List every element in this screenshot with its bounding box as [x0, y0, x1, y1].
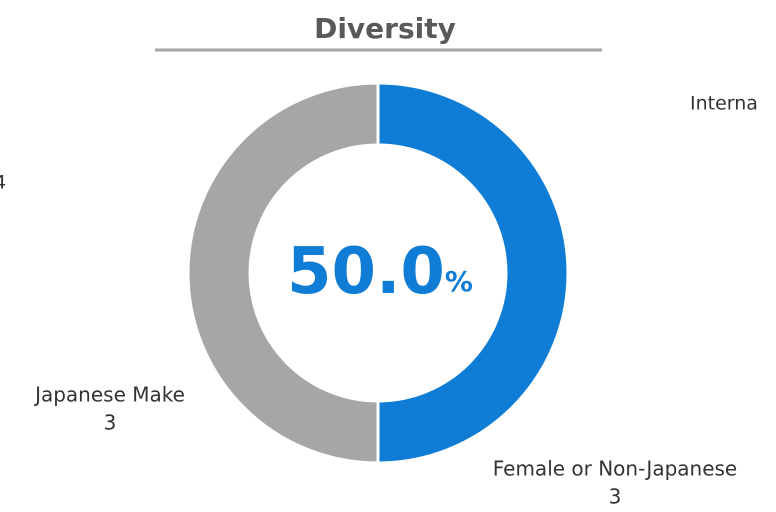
center-label: 50.0%: [287, 235, 473, 309]
slice-value: 3: [104, 411, 117, 435]
slice-value: 3: [609, 485, 622, 509]
center-value: 50.0: [287, 235, 445, 309]
annotation: 4: [0, 172, 6, 194]
chart-title: Diversity: [314, 12, 456, 45]
donut: [186, 81, 570, 465]
slice: [186, 81, 380, 465]
slice-label: Japanese Make: [33, 383, 185, 407]
slice-label: Female or Non-Japanese: [493, 457, 738, 481]
annotation: Interna: [690, 93, 758, 115]
center-unit: %: [445, 265, 473, 298]
slice: [376, 81, 570, 465]
